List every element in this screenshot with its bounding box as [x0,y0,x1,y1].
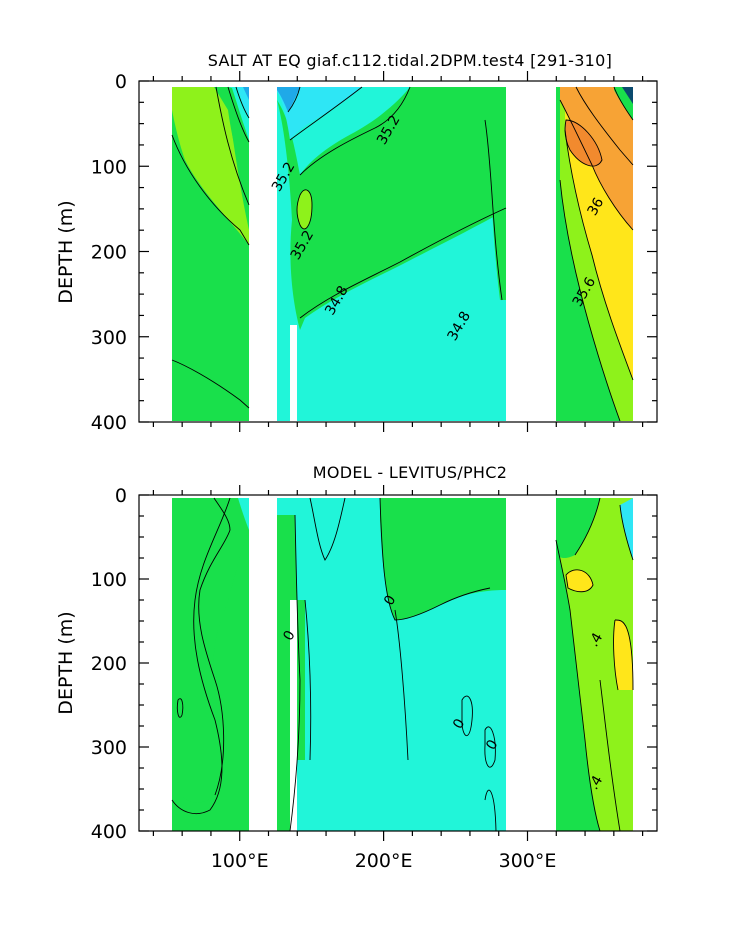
top-contour-line [296,189,313,230]
bottom-atlantic-yellow-2 [613,619,633,690]
bottom-contour-line [484,789,497,831]
bottom-fill-field [171,495,634,831]
top-indian-ne-fresh2 [236,87,249,118]
top-contour-line [559,179,621,422]
top-contour-line [559,99,634,231]
top-land-gap-2 [290,325,297,422]
top-indian-ne-fresh3 [243,87,249,100]
bottom-contour-line [171,497,231,814]
top-contour-line [299,207,507,319]
bottom-contour-line [565,569,594,593]
top-y-tick-label: 100 [91,156,127,178]
bottom-panel-title: MODEL - LEVITUS/PHC2 [313,463,507,482]
bottom-contour-line [555,539,601,831]
top-x-axis [152,71,644,432]
top-fill-field [171,81,634,422]
bottom-x-tick-label: 200°E [355,850,413,872]
top-contour-label: 36 [585,195,608,219]
bottom-land-gap-2 [290,600,297,831]
bottom-land-gap-3 [506,495,556,831]
top-contour-line [564,129,634,381]
bottom-contour-line [484,726,496,768]
bottom-y-tick-label: 300 [91,737,127,759]
top-contour-line [613,86,634,121]
top-contour-line [235,86,250,119]
top-contour-line [564,119,603,167]
top-indian-east [214,87,249,200]
top-panel: SALT AT EQ giaf.c112.tidal.2DPM.test4 [2… [55,51,658,434]
top-land-gap-1 [249,81,277,422]
bottom-y-tick-label: 400 [91,821,127,843]
bottom-land-gap-1 [249,495,277,831]
top-y-tick-label: 200 [91,242,127,264]
bottom-indian-ne [238,498,249,530]
bottom-contour-line [394,609,409,761]
top-panel-title: SALT AT EQ giaf.c112.tidal.2DPM.test4 [2… [208,51,612,70]
bottom-indian-inner [172,498,249,831]
bottom-y-axis-title: DEPTH (m) [55,611,77,714]
bottom-pacific-salty-east [380,498,506,620]
bottom-contour-line [304,599,312,761]
bottom-contour-line [613,619,634,691]
bottom-x-axis: 100°E 200°E 300°E [152,485,644,872]
bottom-contour-line [289,514,301,831]
top-contour-line [171,359,250,409]
bottom-panel: MODEL - LEVITUS/PHC2 [55,463,658,872]
top-pacific-lime-lens [297,189,312,229]
top-land-gap-3 [506,81,556,422]
bottom-contour-line [379,497,491,621]
top-atlantic-dark-orange [565,120,602,167]
top-pacific-warm-pool2 [277,87,362,140]
top-pacific-east-tongue [485,120,506,300]
top-y-tick-label: 400 [91,412,127,434]
top-contour-line [287,86,301,113]
bottom-x-tick-label: 300°E [499,850,557,872]
bottom-y-tick-label: 0 [115,485,127,507]
top-contour-line [484,119,503,301]
top-contour-line [299,86,411,176]
top-contour-line [227,86,250,143]
bottom-atlantic-nw [556,498,600,559]
bottom-contour-line [619,504,634,561]
top-atlantic-ne-fresh2 [622,87,633,104]
top-y-axis: 0 100 200 300 400 [91,71,657,434]
bottom-contour-line [309,497,346,561]
top-contour-line [575,86,634,166]
top-y-tick-label: 300 [91,327,127,349]
bottom-indian-mid [172,498,230,803]
bottom-contour-line [176,698,184,718]
bottom-y-axis: 0 100 200 300 400 [91,485,657,843]
top-indian-lime-tongue [172,87,249,245]
top-pacific-salty-tongue [277,87,506,330]
bottom-y-tick-label: 100 [91,569,127,591]
top-y-axis-title: DEPTH (m) [55,200,77,303]
top-y-tick-label: 0 [115,71,127,93]
bottom-y-tick-label: 200 [91,653,127,675]
bottom-contour-line [198,497,231,796]
top-contour-line [215,86,250,206]
bottom-atlantic-yellow-1 [566,569,593,592]
bottom-contour-line [461,695,473,737]
top-pacific-fresh-core [277,87,300,112]
bottom-x-tick-label: 100°E [211,850,269,872]
bottom-contour-line [599,679,621,831]
top-contour-line [289,86,363,141]
bottom-contour-line [574,497,601,556]
top-contour-line [171,134,250,246]
bottom-atlantic-ne [620,498,633,560]
